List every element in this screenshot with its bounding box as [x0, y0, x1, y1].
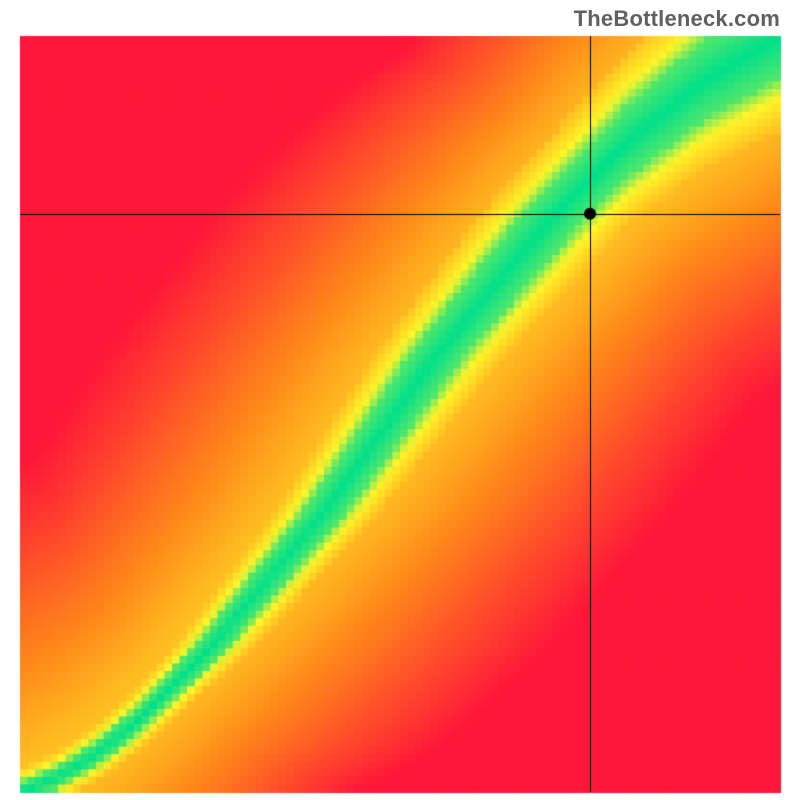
- bottleneck-heatmap: [0, 0, 800, 800]
- chart-container: TheBottleneck.com: [0, 0, 800, 800]
- watermark-text: TheBottleneck.com: [574, 6, 780, 32]
